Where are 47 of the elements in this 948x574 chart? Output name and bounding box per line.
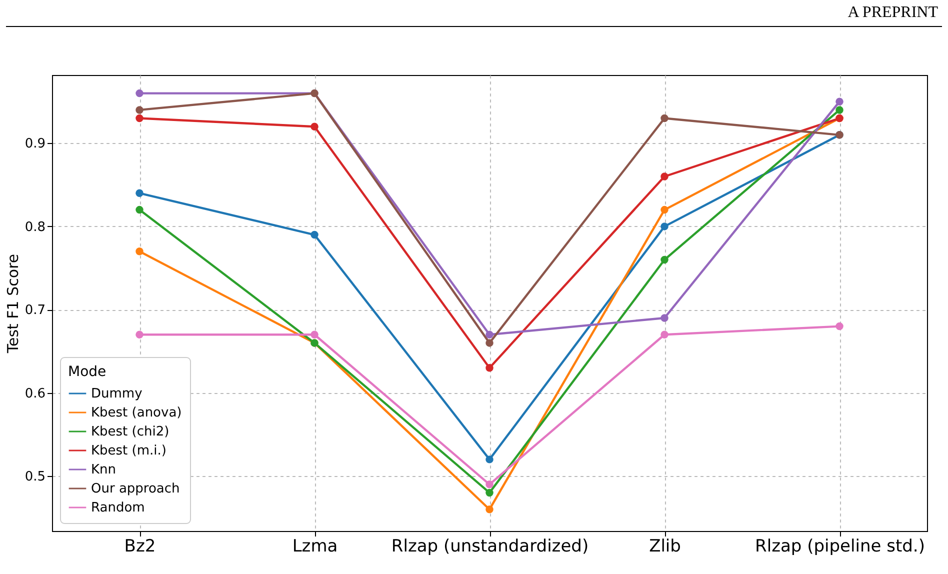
- point: [660, 330, 668, 338]
- x-tick-label: Lzma: [292, 536, 338, 556]
- y-tick-label: 0.5: [24, 470, 46, 485]
- legend-label: Knn: [91, 462, 116, 478]
- point: [836, 106, 844, 114]
- y-tick-label: 0.8: [24, 220, 46, 235]
- point: [486, 480, 494, 488]
- point: [660, 172, 668, 180]
- point: [310, 122, 318, 130]
- point: [660, 114, 668, 122]
- point: [136, 248, 144, 256]
- point: [836, 322, 844, 330]
- legend-label: Kbest (anova): [91, 406, 182, 420]
- point: [660, 256, 668, 264]
- legend-label: Kbest (m.i.): [91, 444, 166, 458]
- y-axis-title: Test F1 Score: [4, 254, 22, 354]
- text: A PREPRINT: [848, 4, 938, 22]
- point: [486, 364, 494, 372]
- point: [310, 330, 318, 338]
- legend-label: Dummy: [91, 386, 143, 402]
- point: [486, 339, 494, 347]
- point: [486, 456, 494, 464]
- y-tick-label: 0.7: [24, 303, 46, 318]
- point: [136, 114, 144, 122]
- point: [660, 206, 668, 214]
- point: [836, 98, 844, 106]
- x-tick-label: Bz2: [124, 536, 156, 556]
- x-tick-label: Zlib: [649, 536, 681, 556]
- point: [486, 506, 494, 514]
- point: [136, 189, 144, 198]
- point: [310, 230, 318, 239]
- x-tick-label: Rlzap (pipeline std.): [755, 536, 925, 556]
- point: [486, 488, 494, 497]
- y-tick-label: 0.9: [24, 136, 46, 152]
- point: [136, 206, 144, 214]
- legend-label: Our approach: [91, 482, 180, 496]
- point: [136, 89, 144, 98]
- legend-title: Mode: [68, 364, 106, 380]
- legend-label: Random: [91, 500, 145, 516]
- point: [486, 330, 494, 338]
- legend-label: Kbest (chi2): [91, 424, 170, 440]
- x-tick-label: Rlzap (unstandardized): [391, 536, 589, 556]
- point: [660, 314, 668, 322]
- point: [136, 106, 144, 114]
- y-tick-label: 0.6: [24, 386, 46, 402]
- point: [660, 222, 668, 230]
- point: [136, 330, 144, 338]
